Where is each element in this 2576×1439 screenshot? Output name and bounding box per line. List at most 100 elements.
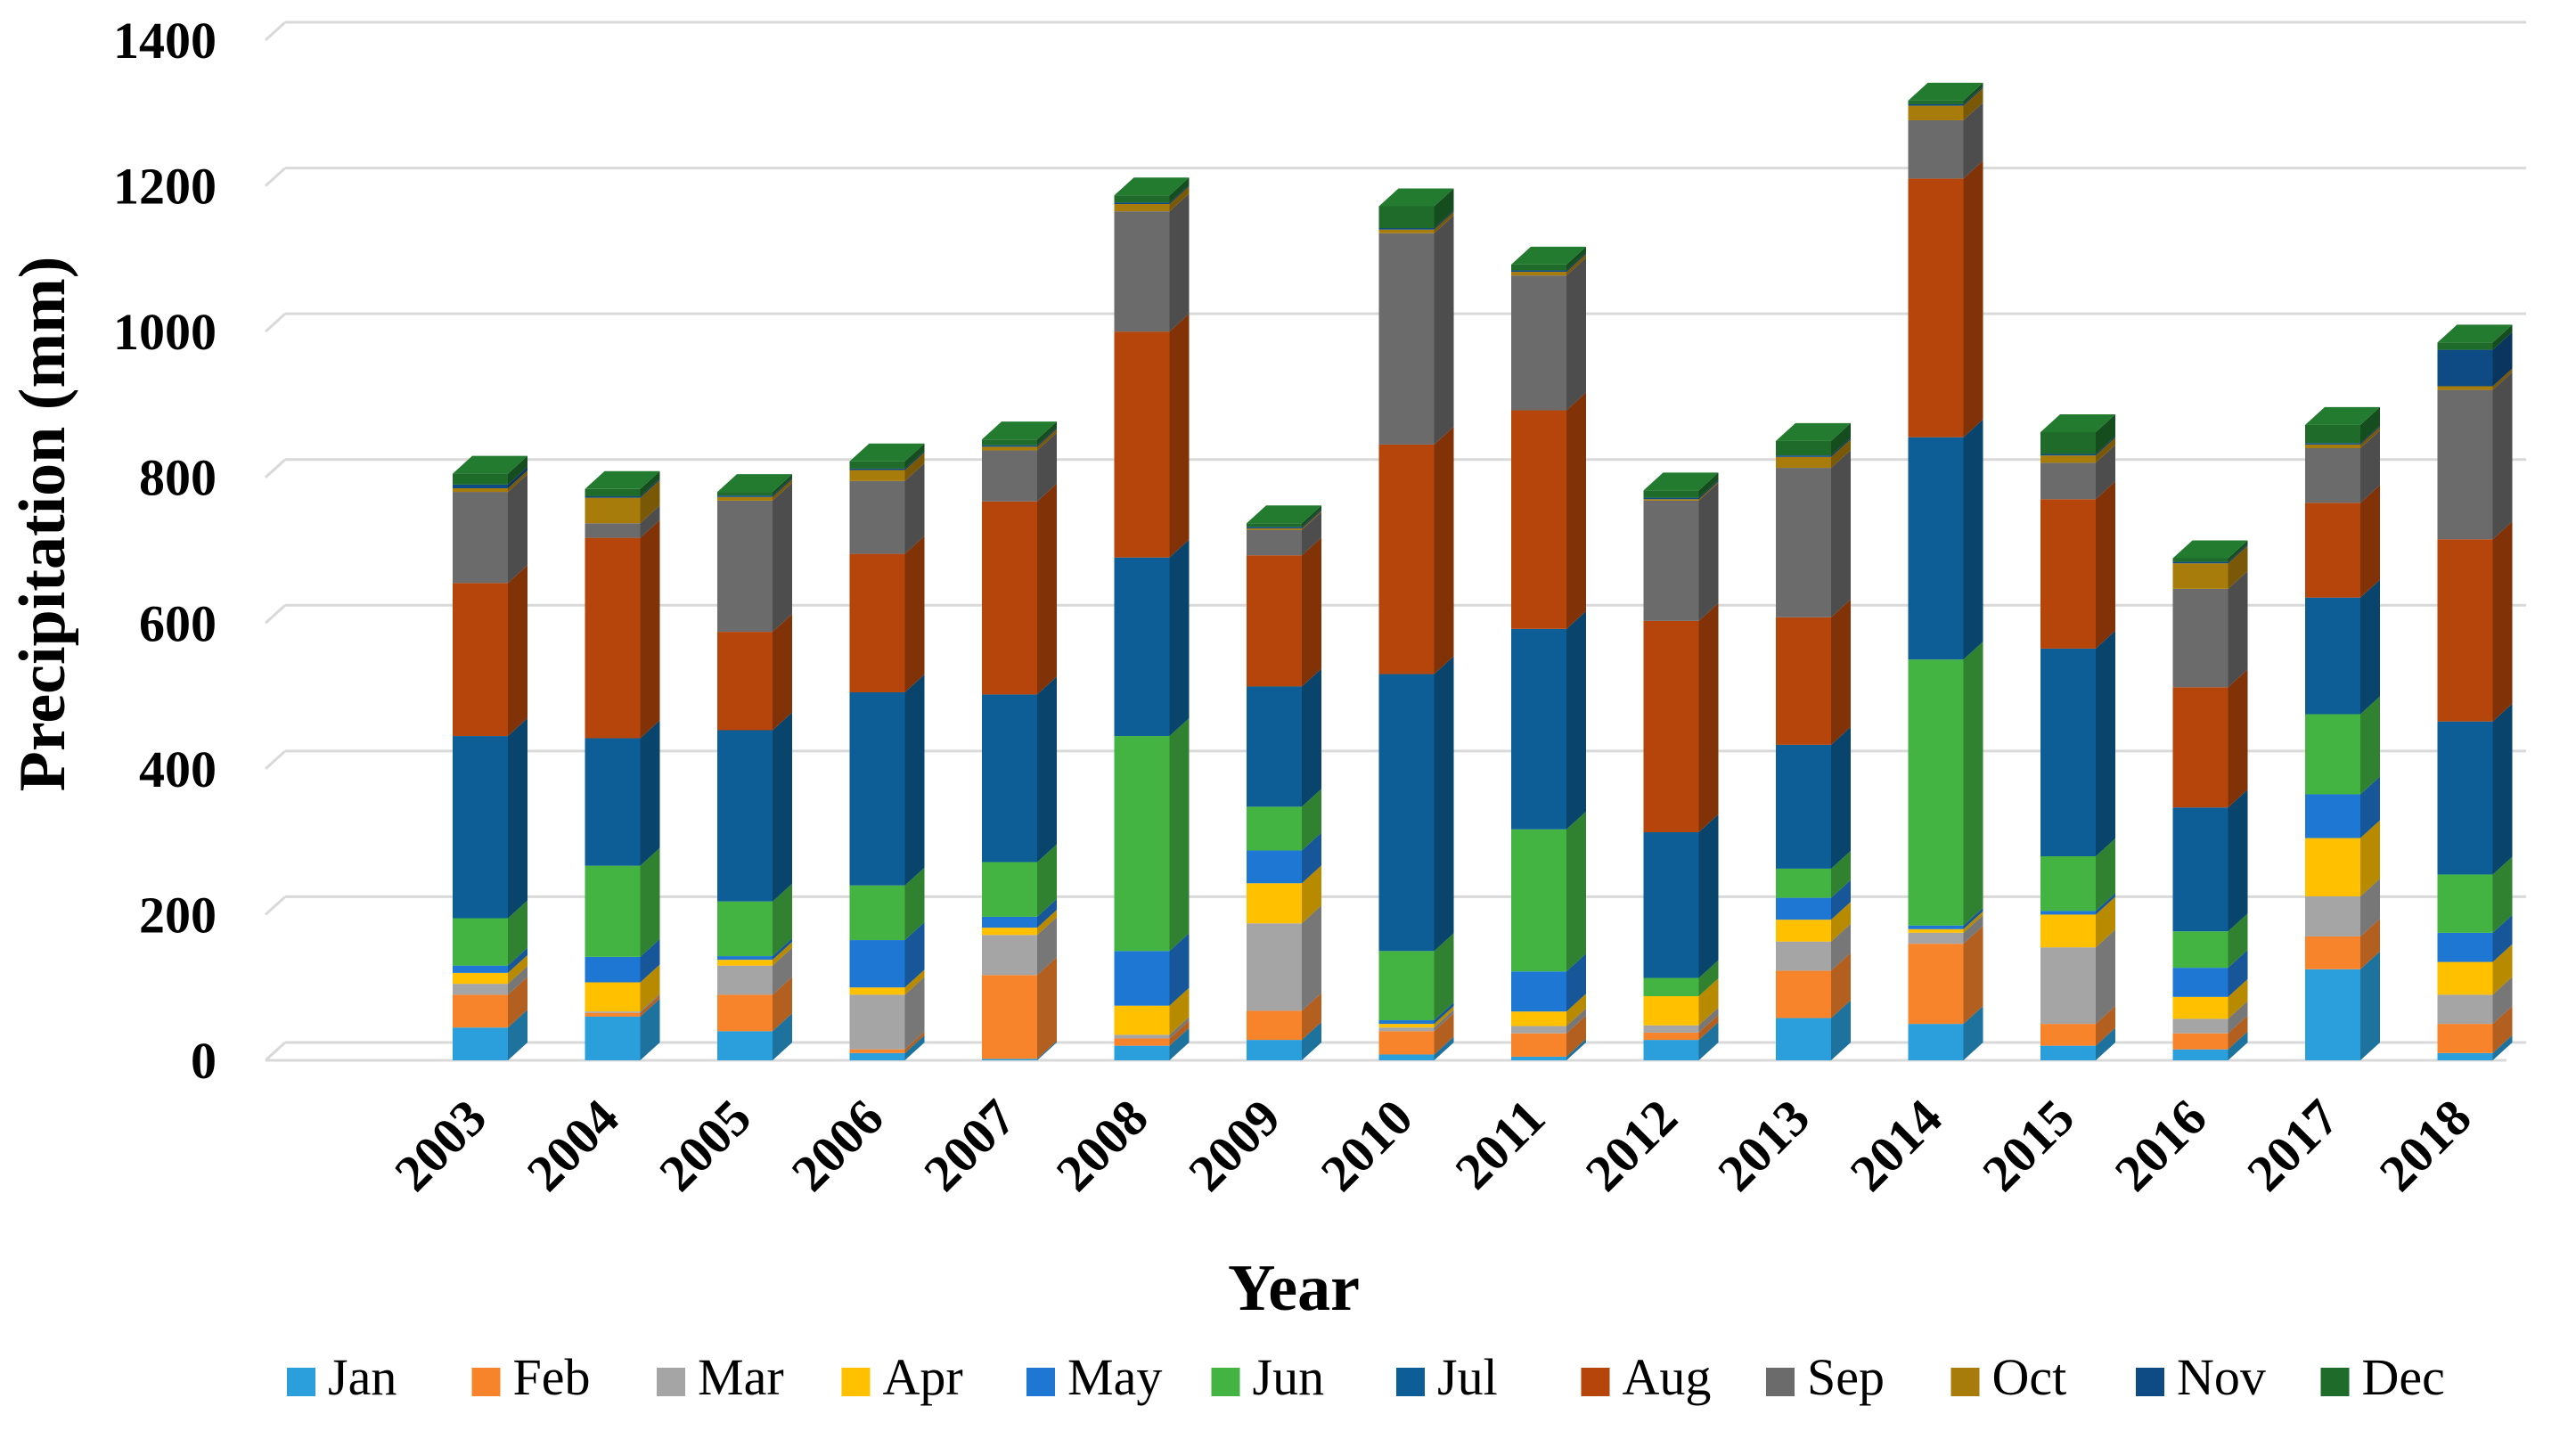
bar-2012-Sep: [1643, 482, 1719, 621]
bar-2017-Jan: [2305, 951, 2380, 1060]
bar-2016-Oct: [2172, 545, 2248, 589]
bar-front: [1378, 229, 1435, 233]
bar-2007-Feb: [982, 957, 1057, 1059]
bar-front: [1511, 272, 1566, 276]
bar-2013-Jul: [1776, 726, 1851, 869]
bar-top-cap: [1776, 422, 1851, 441]
bar-2010-Jan: [1378, 1036, 1454, 1060]
bar-2016-Jul: [2172, 789, 2248, 932]
bar-top-cap: [585, 470, 660, 489]
bar-side: [1566, 252, 1586, 273]
bar-2013-Nov: [1776, 437, 1851, 457]
bar-2013-Dec: [1776, 422, 1851, 456]
bar-side: [1831, 902, 1851, 942]
bar-front: [849, 470, 905, 481]
bar-side: [773, 478, 792, 497]
bar-2017-Feb: [2305, 918, 2380, 969]
bar-front: [849, 553, 905, 692]
bar-2018-Jul: [2437, 703, 2513, 875]
bar-2005-Jan: [717, 1013, 792, 1060]
bar-2014-Sep: [1908, 102, 1983, 179]
bar-stack-2016: [2172, 540, 2248, 1060]
bar-stack-2009: [1247, 505, 1321, 1060]
bar-2014-Mar: [1908, 914, 1983, 944]
bar-front: [1643, 490, 1699, 498]
bar-2012-Jun: [1643, 960, 1719, 997]
bar-side: [2096, 481, 2115, 649]
bar-top-cap: [1908, 82, 1983, 101]
bar-front: [453, 736, 508, 919]
bar-side: [2492, 703, 2513, 875]
bar-side: [1566, 392, 1586, 629]
gridline-side: [264, 20, 287, 42]
y-tick-label: 200: [139, 886, 217, 944]
bar-front: [453, 492, 508, 584]
bar-side: [1434, 656, 1454, 952]
bar-front: [585, 495, 641, 498]
y-tick-label: 400: [139, 740, 217, 798]
bar-2017-Sep: [2305, 430, 2380, 503]
bar-side: [2228, 1015, 2248, 1050]
bar-front: [982, 501, 1037, 695]
bar-side: [1831, 422, 1851, 456]
bar-front: [453, 918, 508, 966]
bar-2018-Mar: [2437, 977, 2513, 1025]
bar-front: [1247, 1040, 1302, 1060]
bar-front: [1908, 659, 1964, 926]
bar-front: [2040, 454, 2096, 456]
bar-side: [1037, 898, 1057, 928]
bar-front: [1643, 1025, 1699, 1033]
bar-side: [773, 712, 792, 902]
bar-2013-Apr: [1776, 902, 1851, 942]
bar-side: [1037, 483, 1057, 695]
bar-front: [982, 439, 1037, 446]
bar-2007-Sep: [982, 432, 1057, 502]
bar-2006-Nov: [849, 450, 925, 470]
bar-front: [1247, 527, 1302, 530]
bar-side: [2360, 878, 2380, 936]
bar-front: [1776, 1018, 1831, 1060]
bar-front: [1114, 951, 1170, 1006]
bar-front: [2305, 503, 2360, 598]
bar-2007-May: [982, 898, 1057, 928]
legend-swatch: [1396, 1368, 1425, 1396]
bar-side: [508, 565, 527, 737]
bar-2018-Dec: [2437, 324, 2513, 350]
bar-2012-Apr: [1643, 978, 1719, 1026]
bar-front: [1643, 500, 1699, 621]
bar-2014-Jun: [1908, 642, 1983, 926]
bar-front: [2437, 342, 2493, 350]
legend-swatch: [2320, 1368, 2350, 1396]
bar-side: [640, 505, 660, 538]
bar-front: [1908, 119, 1964, 179]
bar-front: [2437, 1052, 2493, 1060]
bar-2015-Aug: [2040, 481, 2115, 649]
bar-side: [1302, 510, 1321, 530]
bar-2007-Jan: [982, 1041, 1057, 1060]
bar-side: [904, 977, 925, 1050]
bar-front: [1908, 928, 1964, 933]
bar-2016-Mar: [2172, 1001, 2248, 1034]
bar-2004-Feb: [585, 994, 660, 1017]
legend-item-Jul: Jul: [1396, 1348, 1498, 1406]
bar-front: [585, 1012, 641, 1017]
bar-side: [2096, 929, 2115, 1025]
bar-2005-Mar: [717, 947, 792, 995]
bar-side: [904, 462, 925, 554]
bar-side: [2228, 1031, 2248, 1060]
bar-front: [1247, 883, 1302, 924]
bar-2017-Nov: [2305, 425, 2380, 445]
bar-front: [2172, 1033, 2228, 1050]
legend-label: May: [1067, 1348, 1162, 1406]
bar-2009-Feb: [1247, 993, 1321, 1041]
bar-top-cap: [1511, 246, 1586, 265]
bar-front: [2305, 969, 2360, 1060]
bar-front: [2305, 714, 2360, 795]
x-tick-label: 2015: [1971, 1088, 2085, 1202]
legend-label: Jul: [1437, 1348, 1498, 1406]
bar-side: [1963, 1006, 1983, 1060]
bar-top-cap: [2172, 540, 2248, 559]
x-tick-label: 2008: [1045, 1088, 1159, 1202]
bar-front: [453, 487, 508, 493]
bar-front: [2040, 1045, 2096, 1060]
